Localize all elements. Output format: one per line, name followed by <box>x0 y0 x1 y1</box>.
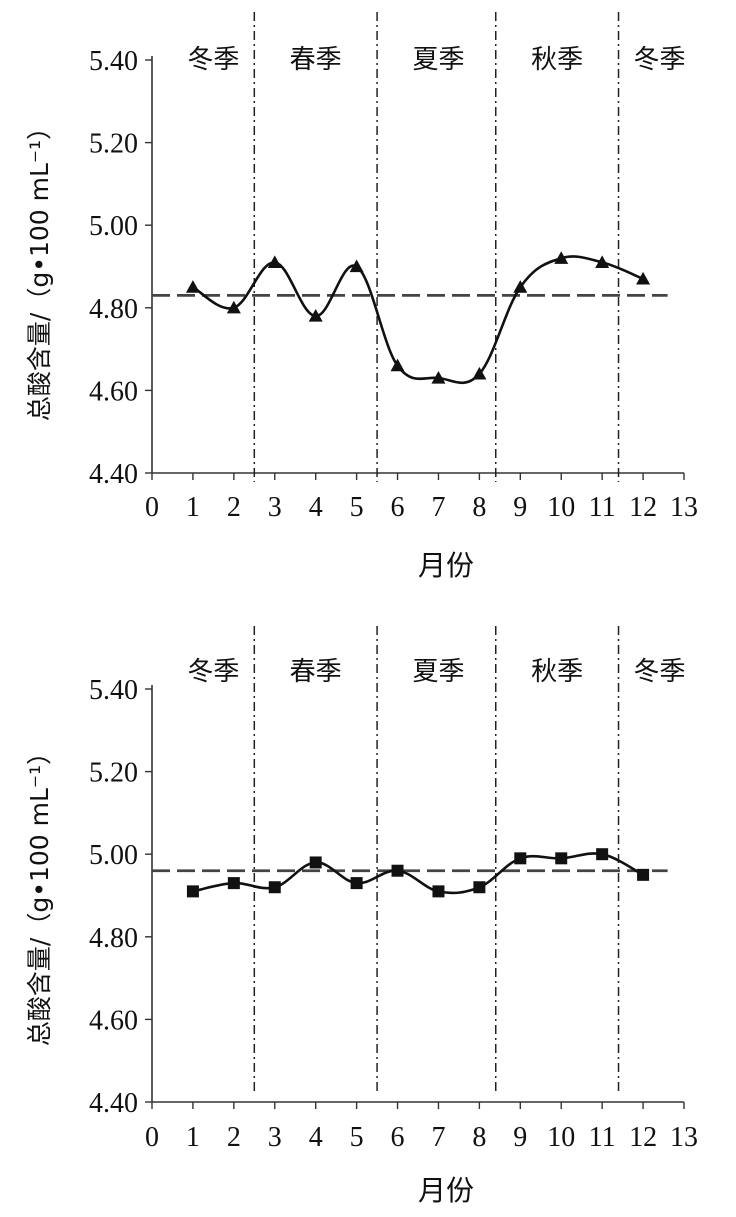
data-point <box>267 255 282 268</box>
x-tick-label: 9 <box>513 492 527 523</box>
x-tick-label: 0 <box>145 1122 159 1153</box>
x-tick-label: 11 <box>589 1122 616 1153</box>
data-point <box>513 280 528 293</box>
x-tick-label: 13 <box>670 1122 698 1153</box>
y-tick-label: 4.60 <box>89 1005 138 1036</box>
chart-top: 4.404.604.805.005.205.400 1 2 3 4 5 6 7 8 9 10 11 12… <box>25 12 698 582</box>
x-tick-label: 9 <box>513 1122 527 1153</box>
x-tick-label: 10 <box>547 1122 575 1153</box>
y-axis-label: 总酸含量/（g•100 mL⁻¹） <box>25 115 54 421</box>
y-tick-label: 5.40 <box>89 675 138 706</box>
x-tick-label: 11 <box>589 492 616 523</box>
data-point <box>432 885 445 898</box>
x-tick-label: 1 <box>186 492 200 523</box>
x-tick-label: 1 <box>186 1122 200 1153</box>
data-point <box>595 255 610 268</box>
data-point <box>390 358 405 372</box>
data-point <box>637 868 650 881</box>
x-tick-label: 7 <box>431 492 445 523</box>
x-tick-label: 3 <box>268 1122 282 1153</box>
x-tick-label: 6 <box>391 492 405 523</box>
x-tick-label: 0 <box>145 492 159 523</box>
y-tick-label: 4.40 <box>89 1088 138 1119</box>
y-tick-label: 5.00 <box>89 211 138 242</box>
x-tick-label: 3 <box>268 492 282 523</box>
y-tick-label: 5.20 <box>89 129 138 160</box>
data-point <box>554 251 569 264</box>
data-point <box>309 856 322 869</box>
x-tick-label: 8 <box>472 492 486 523</box>
data-point <box>186 885 199 898</box>
data-point <box>391 864 404 877</box>
y-tick-label: 5.00 <box>89 840 138 871</box>
chart-bottom: 4.404.604.805.005.205.400 1 2 3 4 5 6 7 8 9 10 11 12… <box>25 626 698 1207</box>
season-label: 冬季 <box>187 657 239 687</box>
season-label: 秋季 <box>531 657 583 687</box>
y-tick-label: 4.40 <box>89 459 138 490</box>
x-tick-label: 10 <box>547 492 575 523</box>
data-point <box>431 371 446 384</box>
data-point <box>555 852 568 865</box>
x-tick-label: 12 <box>629 1122 657 1153</box>
x-tick-label: 6 <box>391 1122 405 1153</box>
x-axis-label: 月份 <box>418 549 474 582</box>
x-tick-label: 7 <box>431 1122 445 1153</box>
data-point <box>308 309 323 322</box>
x-tick-label: 4 <box>309 492 323 523</box>
x-tick-label: 13 <box>670 492 698 523</box>
y-tick-label: 4.80 <box>89 294 138 325</box>
season-label: 秋季 <box>531 45 583 75</box>
x-axis-label: 月份 <box>418 1174 474 1207</box>
data-point <box>227 877 240 890</box>
x-tick-label: 12 <box>629 492 657 523</box>
x-tick-label: 8 <box>472 1122 486 1153</box>
y-tick-label: 5.40 <box>89 46 138 77</box>
data-point <box>472 366 487 380</box>
x-tick-label: 2 <box>227 1122 241 1153</box>
season-label: 冬季 <box>633 657 685 687</box>
y-tick-label: 4.60 <box>89 376 138 407</box>
data-point <box>349 259 364 273</box>
data-point <box>473 881 486 894</box>
data-point <box>514 852 527 865</box>
y-tick-label: 4.80 <box>89 923 138 954</box>
data-point <box>226 300 241 314</box>
x-tick-label: 4 <box>309 1122 323 1153</box>
y-tick-label: 5.20 <box>89 758 138 789</box>
series-line <box>192 255 644 385</box>
x-tick-label: 5 <box>350 492 364 523</box>
x-tick-label: 5 <box>350 1122 364 1153</box>
x-tick-label: 2 <box>227 492 241 523</box>
season-label: 冬季 <box>633 45 685 75</box>
series-line <box>192 852 644 895</box>
y-axis-label: 总酸含量/（g•100 mL⁻¹） <box>25 740 54 1046</box>
season-label: 夏季 <box>412 45 464 75</box>
data-point <box>268 881 281 894</box>
season-label: 春季 <box>290 45 342 75</box>
data-point <box>596 848 609 861</box>
data-point <box>350 877 363 890</box>
data-point <box>636 271 651 285</box>
data-point <box>185 280 200 293</box>
season-label: 春季 <box>290 657 342 687</box>
season-label: 冬季 <box>187 45 239 75</box>
season-label: 夏季 <box>412 657 464 687</box>
